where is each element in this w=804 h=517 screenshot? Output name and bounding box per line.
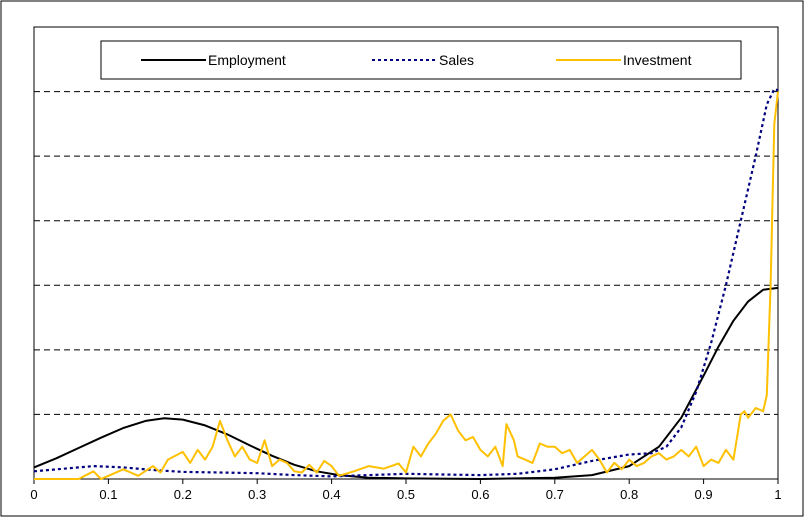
x-tick-label: 0.6 [471, 487, 489, 502]
x-tick-label: 0.8 [620, 487, 638, 502]
x-tick-label: 0.4 [323, 487, 341, 502]
x-tick-label: 0.9 [695, 487, 713, 502]
x-tick-label: 0.1 [99, 487, 117, 502]
x-tick-label: 0.5 [397, 487, 415, 502]
series-line-investment [34, 91, 779, 480]
x-tick-label: 0 [30, 487, 37, 502]
series-group [33, 87, 779, 480]
x-tick-label: 0.2 [174, 487, 192, 502]
legend-label-sales: Sales [439, 52, 474, 68]
gridlines [34, 91, 778, 415]
legend-label-investment: Investment [623, 52, 692, 68]
x-axis: 0 0.1 0.2 0.3 0.4 0.5 0.6 0.7 0.8 0.9 1 [30, 479, 782, 502]
x-tick-label: 1 [774, 487, 781, 502]
legend-label-employment: Employment [208, 52, 286, 68]
x-tick-label: 0.3 [248, 487, 266, 502]
x-tick-label: 0.7 [546, 487, 564, 502]
legend: Employment Sales Investment [100, 40, 742, 80]
series-line-sales [33, 87, 779, 478]
